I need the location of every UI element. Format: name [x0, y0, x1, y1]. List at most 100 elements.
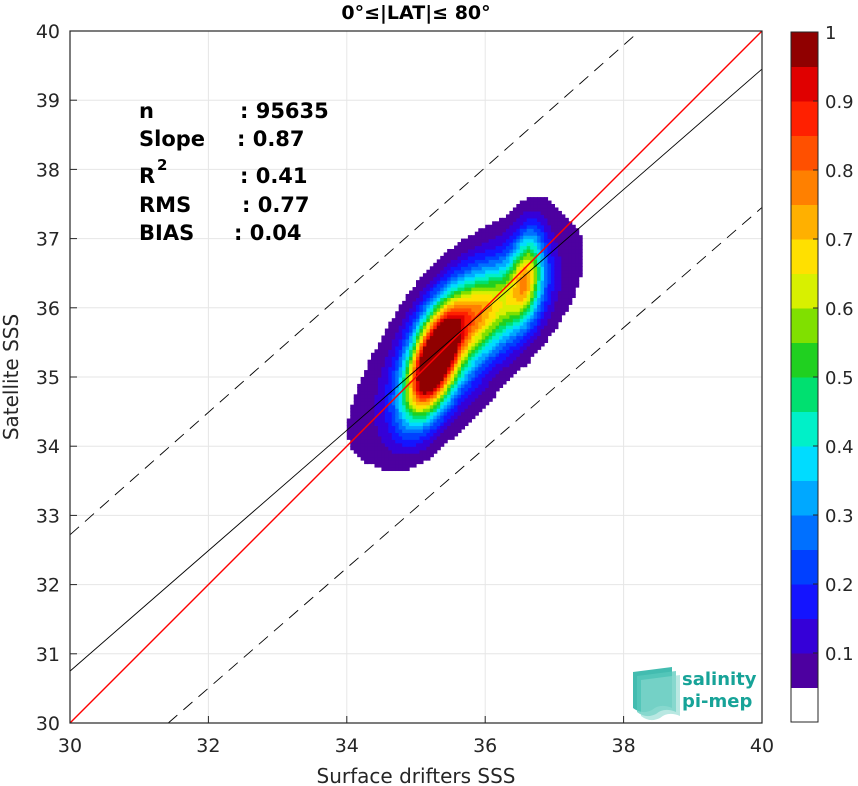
colorbar-swatch: [791, 101, 818, 136]
density-cell: [530, 307, 535, 312]
density-cell: [488, 242, 493, 247]
density-cell: [377, 373, 382, 378]
density-cell: [360, 401, 365, 406]
colorbar-tick-label: 1: [825, 23, 836, 44]
density-cell: [509, 266, 514, 271]
density-cell: [346, 421, 351, 427]
density-cell: [398, 428, 403, 433]
density-cell: [523, 280, 528, 285]
density-cell: [478, 290, 483, 295]
density-cell: [492, 318, 497, 323]
density-cell: [381, 404, 386, 409]
density-cell: [443, 290, 448, 295]
density-cell: [460, 377, 466, 382]
density-cell: [388, 328, 393, 333]
density-cell: [547, 311, 552, 316]
density-cell: [388, 408, 393, 413]
density-cell: [454, 297, 459, 302]
density-cell: [433, 415, 438, 420]
density-cell: [405, 442, 410, 447]
density-cell: [481, 273, 486, 278]
density-cell: [519, 359, 524, 364]
density-cell: [357, 401, 362, 406]
density-cell: [416, 428, 421, 433]
density-cell: [412, 366, 417, 371]
density-cell: [381, 421, 386, 427]
colorbar-swatch: [791, 618, 818, 654]
density-cell: [537, 273, 542, 278]
density-cell: [499, 221, 504, 226]
density-cell: [450, 408, 455, 413]
density-cell: [547, 200, 552, 205]
density-cell: [350, 418, 355, 423]
density-cell: [575, 255, 580, 260]
density-cell: [405, 432, 410, 437]
density-cell: [537, 318, 542, 323]
density-cell: [450, 421, 455, 427]
density-cell: [512, 273, 517, 278]
density-cell: [384, 370, 389, 375]
density-cell: [530, 245, 535, 250]
colorbar-swatch: [791, 411, 818, 447]
density-cell: [481, 311, 486, 316]
density-cell: [398, 370, 403, 375]
density-cell: [429, 380, 434, 385]
density-cell: [550, 245, 555, 250]
statistics-box: n : 95635 Slope : 0.87 R 2 : 0.41 RMS : …: [139, 99, 329, 245]
density-cell: [419, 332, 424, 337]
density-cell: [443, 421, 448, 427]
density-cell: [471, 321, 476, 326]
density-cell: [464, 394, 469, 399]
density-cell: [523, 204, 528, 209]
density-cell: [371, 394, 376, 399]
density-cell: [478, 255, 483, 260]
density-cell: [540, 338, 545, 343]
density-cell: [471, 370, 476, 375]
x-tick-label: 30: [58, 735, 82, 757]
density-cell: [557, 221, 562, 226]
density-cell: [454, 307, 459, 312]
density-cell: [364, 446, 369, 451]
density-cell: [526, 293, 531, 299]
density-cell: [454, 318, 459, 323]
density-cell: [436, 311, 441, 316]
density-cell: [433, 421, 438, 427]
density-cell: [402, 401, 407, 406]
density-cell: [454, 293, 459, 299]
density-cell: [422, 442, 427, 447]
density-cell: [481, 394, 486, 399]
density-cell: [495, 328, 500, 333]
density-cell: [530, 321, 535, 326]
density-cell: [561, 242, 566, 247]
density-cell: [492, 314, 497, 319]
density-cell: [412, 363, 417, 368]
density-cell: [516, 307, 521, 312]
density-cell: [450, 352, 455, 357]
density-cell: [450, 390, 455, 395]
density-cell: [360, 408, 365, 413]
density-cell: [429, 408, 434, 413]
density-cell: [488, 266, 493, 271]
density-cell: [353, 439, 358, 444]
density-cell: [454, 290, 459, 295]
density-cell: [523, 217, 528, 222]
colorbar-swatch: [791, 204, 818, 240]
density-cell: [391, 442, 396, 447]
density-cell: [367, 439, 372, 444]
density-cell: [533, 245, 538, 250]
density-cell: [357, 446, 362, 451]
density-cell: [481, 228, 486, 233]
density-cell: [554, 214, 559, 219]
density-cell: [471, 262, 476, 267]
density-cell: [557, 287, 562, 292]
density-cell: [440, 332, 445, 337]
density-cell: [499, 259, 504, 264]
density-cell: [419, 356, 424, 361]
density-cell: [499, 321, 504, 326]
density-cell: [481, 338, 486, 343]
density-cell: [464, 276, 469, 281]
density-cell: [540, 252, 545, 257]
density-cell: [509, 290, 514, 295]
density-cell: [443, 328, 448, 333]
density-cell: [422, 418, 427, 423]
